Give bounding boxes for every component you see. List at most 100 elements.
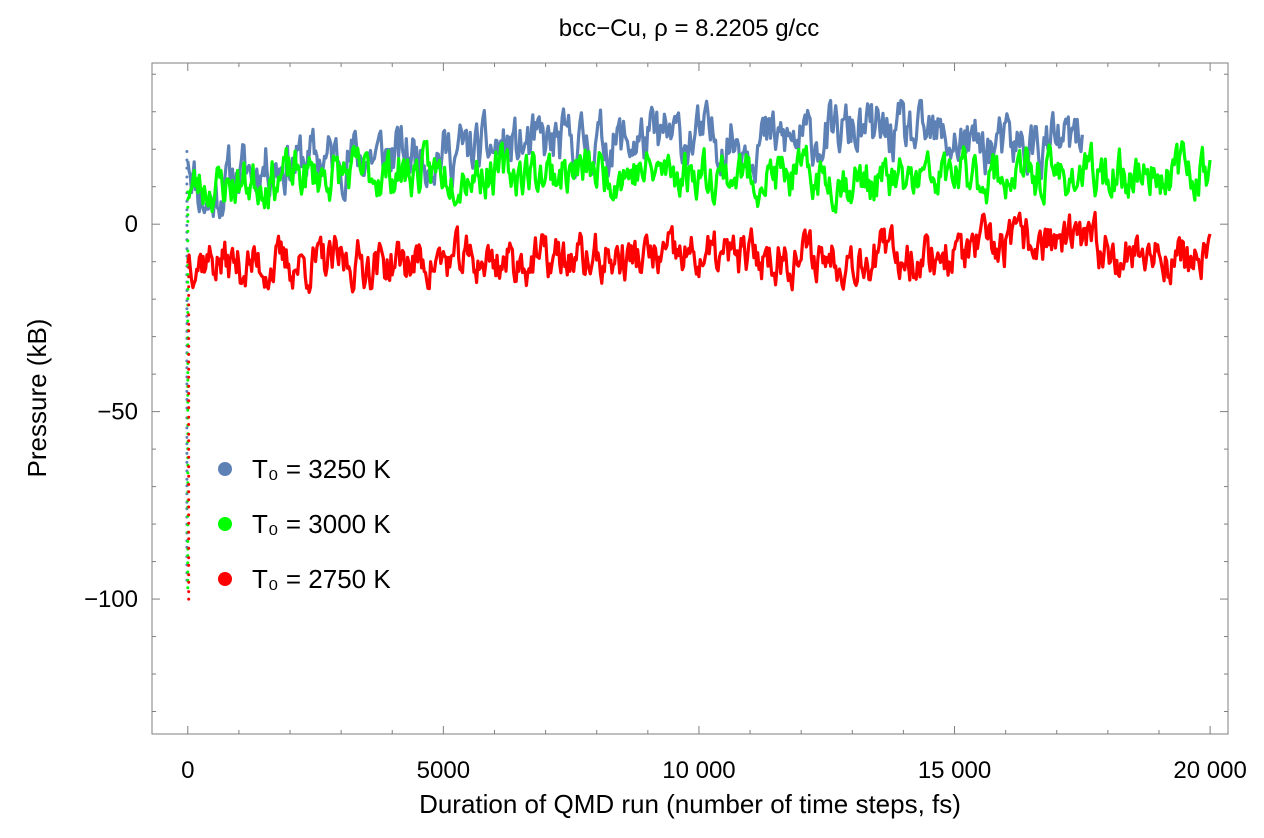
plot-series <box>185 98 1212 601</box>
initial-point <box>187 432 191 436</box>
initial-point <box>186 586 190 590</box>
initial-point <box>187 322 191 326</box>
initial-point <box>187 521 191 525</box>
initial-point <box>187 597 191 601</box>
initial-point <box>187 415 191 419</box>
initial-point <box>187 275 191 279</box>
initial-point <box>187 573 191 577</box>
x-tick-label: 5000 <box>417 757 470 784</box>
chart-title: bcc−Cu, ρ = 8.2205 g/cc <box>559 15 819 42</box>
initial-point <box>186 205 190 209</box>
legend-label: T₀ = 2750 K <box>252 564 391 594</box>
initial-point <box>185 435 189 439</box>
initial-point <box>187 406 191 410</box>
initial-point <box>186 229 190 233</box>
initial-point <box>186 570 190 574</box>
initial-point <box>187 303 191 307</box>
initial-point <box>186 239 190 243</box>
initial-point <box>186 249 190 253</box>
initial-point <box>185 477 189 481</box>
initial-point <box>187 352 191 356</box>
initial-point <box>187 360 191 364</box>
initial-point <box>187 513 191 517</box>
initial-point <box>186 190 190 194</box>
initial-point <box>186 213 190 217</box>
initial-point <box>187 293 191 297</box>
x-tick-label: 20 000 <box>1173 757 1246 784</box>
initial-point <box>187 537 191 541</box>
initial-point <box>185 158 189 162</box>
initial-point <box>185 382 189 386</box>
y-axis-label: Pressure (kB) <box>22 319 52 478</box>
series-line <box>186 139 1212 214</box>
initial-point <box>187 337 191 340</box>
initial-point <box>185 208 189 212</box>
initial-point <box>187 530 191 534</box>
initial-point <box>187 344 191 348</box>
initial-point <box>186 273 190 276</box>
x-axis-tick-labels: 0 5000 10 000 15 000 20 000 <box>181 757 1247 784</box>
initial-point <box>186 297 190 301</box>
legend-label: T₀ = 3250 K <box>252 454 391 484</box>
initial-point <box>185 426 189 430</box>
initial-point <box>186 408 190 412</box>
initial-point <box>187 375 191 379</box>
initial-point <box>187 266 191 269</box>
initial-point <box>186 319 190 323</box>
plot-frame <box>151 62 1229 735</box>
initial-point <box>187 447 191 451</box>
initial-point <box>187 285 191 289</box>
initial-point <box>187 258 191 262</box>
initial-point <box>187 423 191 426</box>
legend-label: T₀ = 3000 K <box>252 509 391 539</box>
initial-point <box>187 580 191 584</box>
initial-point <box>185 307 189 311</box>
initial-point <box>187 465 191 469</box>
initial-point <box>187 563 191 567</box>
series-line <box>186 98 1084 220</box>
initial-point <box>186 540 190 543</box>
initial-point <box>185 175 189 179</box>
initial-point <box>187 483 191 486</box>
initial-point <box>187 399 191 403</box>
initial-point <box>186 219 190 223</box>
initial-point <box>185 166 189 170</box>
initial-point <box>186 311 190 314</box>
x-tick-label: 15 000 <box>918 757 991 784</box>
initial-point <box>186 371 190 375</box>
initial-point <box>185 223 189 227</box>
legend-marker <box>218 462 232 476</box>
initial-point <box>185 460 189 464</box>
initial-point <box>187 439 191 443</box>
initial-point <box>187 505 191 509</box>
x-tick-label: 0 <box>181 757 194 784</box>
initial-point <box>186 561 190 565</box>
series-line <box>186 210 1212 294</box>
initial-point <box>187 329 191 333</box>
initial-point <box>186 471 190 475</box>
initial-point <box>186 378 190 382</box>
initial-point <box>187 498 191 502</box>
initial-point <box>186 280 190 284</box>
y-tick-label: 0 <box>125 211 138 238</box>
initial-point <box>187 490 191 494</box>
frame-ticks <box>152 63 1228 734</box>
legend-marker <box>218 517 232 531</box>
initial-point <box>185 389 189 393</box>
x-axis-label: Duration of QMD run (number of time step… <box>419 789 961 819</box>
initial-point <box>186 197 190 201</box>
initial-point <box>187 455 191 459</box>
initial-point <box>187 384 191 388</box>
initial-point <box>187 590 191 594</box>
y-tick-label: −50 <box>97 399 138 426</box>
initial-point <box>187 474 191 478</box>
initial-point <box>185 182 189 186</box>
x-tick-label: 10 000 <box>662 757 735 784</box>
initial-point <box>187 313 191 317</box>
legend: T₀ = 3250 K T₀ = 3000 K T₀ = 2750 K <box>218 454 391 594</box>
initial-point <box>186 287 190 291</box>
initial-point <box>187 367 191 371</box>
y-tick-label: −100 <box>84 586 138 613</box>
y-axis-tick-labels: 0 −50 −100 <box>84 211 138 613</box>
